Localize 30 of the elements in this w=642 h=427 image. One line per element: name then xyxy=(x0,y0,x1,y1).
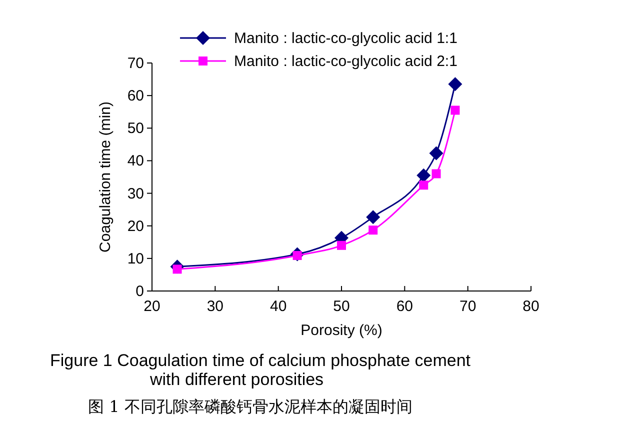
y-tick-label: 50 xyxy=(127,120,144,138)
caption: Figure 1 Coagulation time of calcium phosphate cement with different porosities xyxy=(50,351,471,389)
x-tick-label: 80 xyxy=(522,298,540,315)
y-tick-label: 70 xyxy=(127,55,144,72)
y-tick-label: 30 xyxy=(127,185,144,202)
x-tick-label: 30 xyxy=(206,298,224,315)
point xyxy=(432,169,441,178)
legend-label: Manito : lactic-co-glycolic acid 2:1 xyxy=(234,53,458,70)
x-tick-label: 40 xyxy=(270,298,287,315)
x-tick-label: 20 xyxy=(144,298,160,315)
point xyxy=(448,77,462,92)
x-tick-label: 50 xyxy=(333,298,350,315)
y-tick-label: 40 xyxy=(127,152,144,170)
y-tick-label: 20 xyxy=(127,218,144,235)
x-tick-label: 70 xyxy=(459,298,476,315)
x-axis-title: Porosity (%) xyxy=(300,322,382,339)
x-tick-label: 60 xyxy=(396,298,414,315)
caption: 图 1 不同孔隙率磷酸钙骨水泥样本的凝固时间 xyxy=(88,397,412,416)
y-tick-label: 10 xyxy=(127,250,144,268)
y-tick-label: 60 xyxy=(127,88,144,105)
point xyxy=(450,106,460,115)
point xyxy=(337,240,346,250)
point xyxy=(366,210,380,224)
y-tick-label: 0 xyxy=(136,283,144,300)
point xyxy=(429,146,444,160)
point xyxy=(416,168,431,182)
legend-label: Manito : lactic-co-glycolic acid 1:1 xyxy=(234,30,458,47)
point xyxy=(419,180,428,190)
y-axis-title: Coagulation time (min) xyxy=(97,102,114,252)
point xyxy=(368,226,378,235)
